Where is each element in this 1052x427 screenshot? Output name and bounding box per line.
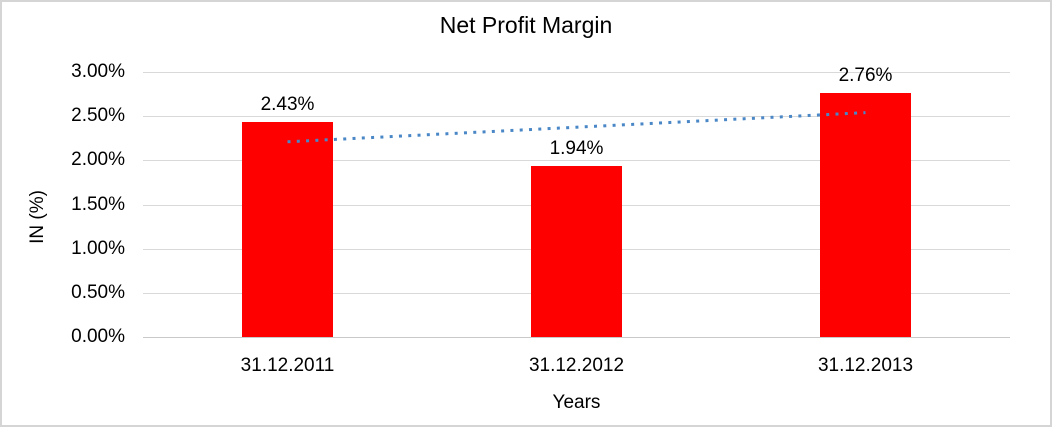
plot-area: 2.43% 1.94% 2.76%	[143, 65, 1010, 338]
bar-31.12.2013[interactable]	[820, 93, 911, 337]
y-axis-tick-label: 0.00%	[71, 326, 125, 347]
gridline	[143, 72, 1010, 73]
x-axis-category-label: 31.12.2013	[817, 355, 914, 376]
bar-data-label: 1.94%	[549, 137, 604, 159]
bar-data-label: 2.76%	[838, 65, 893, 87]
gridline	[143, 160, 1010, 162]
y-axis-tick-label: 3.00%	[71, 61, 125, 82]
bar-31.12.2012[interactable]	[531, 165, 622, 337]
trendline[interactable]	[143, 72, 1010, 337]
y-axis-tick-label: 1.50%	[71, 193, 125, 215]
y-axis-tick-label: 2.00%	[71, 149, 125, 171]
gridline	[143, 116, 1010, 118]
y-axis-tick-label: 0.50%	[71, 281, 125, 303]
gridline	[143, 337, 1010, 338]
bar-31.12.2011[interactable]	[242, 122, 333, 337]
y-axis-tick-label: 1.00%	[71, 237, 125, 259]
chart-title: Net Profit Margin	[439, 12, 613, 38]
bar-data-label: 2.43%	[260, 94, 315, 116]
x-axis-title: Years	[552, 392, 601, 413]
y-axis-tick-label: 2.50%	[71, 105, 125, 127]
x-axis-category-label: 31.12.2012	[528, 355, 625, 376]
x-axis-category-label: 31.12.2011	[240, 355, 335, 376]
